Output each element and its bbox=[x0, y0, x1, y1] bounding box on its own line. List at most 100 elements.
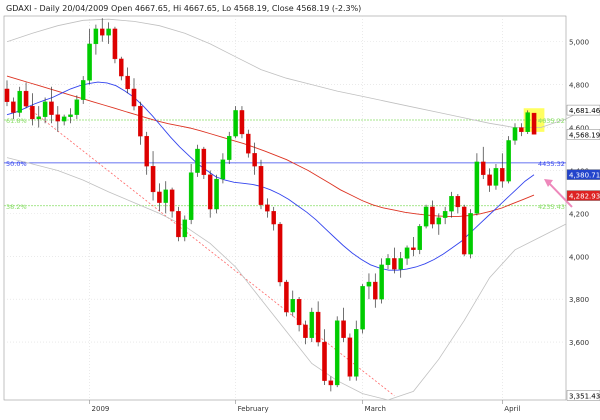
price-tag-label: 4,568.19 bbox=[569, 131, 600, 139]
candle-body bbox=[207, 174, 213, 210]
candle-body bbox=[265, 204, 270, 212]
candle-body bbox=[36, 116, 42, 120]
candle-body bbox=[398, 258, 403, 270]
candle-body bbox=[100, 28, 105, 36]
candle-body bbox=[525, 112, 530, 132]
candle-body bbox=[442, 211, 448, 218]
candle-body bbox=[296, 299, 302, 326]
candle-body bbox=[239, 110, 245, 135]
candle-body bbox=[17, 90, 22, 113]
candle-body bbox=[119, 58, 124, 77]
y-tick-label: 3,600 bbox=[569, 339, 589, 347]
fib-level-label: 38.2% bbox=[6, 203, 27, 211]
candle-body bbox=[138, 105, 143, 137]
candle-body bbox=[246, 133, 251, 154]
candle-body bbox=[366, 281, 372, 287]
candle-body bbox=[474, 161, 480, 214]
candle-body bbox=[328, 380, 334, 386]
candle-body bbox=[252, 153, 257, 167]
candle-body bbox=[334, 320, 340, 386]
candle-body bbox=[157, 191, 162, 203]
y-tick-label: 4,600 bbox=[569, 125, 589, 133]
candle-body bbox=[188, 172, 194, 220]
candle-body bbox=[87, 43, 92, 81]
candle-body bbox=[506, 140, 511, 182]
envelope-lower-line bbox=[6, 157, 566, 401]
candle-body bbox=[30, 105, 35, 120]
fib-level-label: 50.0% bbox=[6, 160, 27, 168]
price-tag bbox=[566, 169, 600, 180]
candle-body bbox=[258, 166, 264, 205]
candle-body bbox=[106, 28, 111, 36]
candle-body bbox=[468, 213, 473, 255]
candle-body bbox=[169, 189, 175, 212]
candle-body bbox=[220, 159, 226, 180]
candle-body bbox=[360, 286, 365, 330]
candle-body bbox=[131, 88, 137, 107]
price-tag-label: 4,380.71 bbox=[569, 172, 600, 180]
candle-body bbox=[150, 166, 156, 193]
plot-frame bbox=[3, 15, 567, 401]
candle-body bbox=[309, 311, 315, 338]
price-tag-label: 3,351.43 bbox=[569, 392, 600, 400]
y-tick-label: 4,800 bbox=[569, 82, 589, 90]
candle-body bbox=[436, 217, 442, 225]
annotation-arrow bbox=[547, 181, 573, 208]
candle-body bbox=[322, 341, 327, 381]
fib-value-label: 4435.32 bbox=[538, 160, 565, 168]
candle-body bbox=[201, 148, 207, 175]
candle-body bbox=[512, 127, 518, 141]
candle-body bbox=[233, 110, 238, 137]
candle-body bbox=[125, 75, 130, 90]
candle-body bbox=[461, 206, 467, 255]
candle-body bbox=[353, 329, 359, 377]
candle-body bbox=[404, 247, 410, 259]
fib-value-label: 4635.22 bbox=[538, 117, 565, 125]
candle-body bbox=[449, 196, 454, 212]
candle-body bbox=[480, 161, 486, 175]
candle-body bbox=[373, 281, 378, 300]
candle-body bbox=[284, 281, 289, 313]
candle-body bbox=[42, 101, 48, 117]
y-tick-label: 4,200 bbox=[569, 210, 589, 218]
x-tick-label: February bbox=[238, 405, 269, 413]
candle-body bbox=[417, 226, 422, 250]
y-tick-label: 3,800 bbox=[569, 296, 589, 304]
candle-body bbox=[347, 337, 353, 377]
candle-body bbox=[315, 311, 321, 343]
candle-body bbox=[195, 148, 200, 173]
fib-level-label: 61.8% bbox=[6, 117, 27, 125]
candle-body bbox=[303, 324, 308, 338]
envelope-upper-line bbox=[6, 18, 592, 128]
candle-body bbox=[80, 80, 86, 100]
candle-body bbox=[455, 196, 461, 208]
x-tick-label: March bbox=[365, 405, 386, 413]
candle-body bbox=[163, 189, 168, 203]
price-tag bbox=[566, 390, 600, 401]
candle-body bbox=[93, 28, 99, 45]
x-tick-label: April bbox=[504, 405, 520, 413]
candle-body bbox=[112, 28, 118, 60]
candle-body bbox=[61, 116, 67, 122]
candle-body bbox=[519, 127, 524, 132]
candle-body bbox=[500, 168, 505, 182]
candle-body bbox=[74, 99, 80, 115]
fib-value-label: 4235.43 bbox=[538, 203, 565, 211]
y-tick-label: 4,000 bbox=[569, 253, 589, 261]
candle-body bbox=[385, 258, 391, 265]
candle-body bbox=[277, 223, 283, 283]
ma-fast-line bbox=[6, 81, 535, 271]
candle-body bbox=[271, 211, 276, 225]
y-tick-label: 5,000 bbox=[569, 39, 589, 47]
candle-body bbox=[379, 264, 384, 300]
candle-body bbox=[430, 206, 435, 225]
ma-slow-line bbox=[6, 75, 535, 217]
candle-body bbox=[23, 90, 29, 107]
candle-body bbox=[226, 135, 232, 160]
chart-header: GDAXI - Daily 20/04/2009 Open 4667.65, H… bbox=[6, 4, 361, 13]
x-tick-label: 2009 bbox=[92, 405, 110, 413]
candle-body bbox=[487, 174, 492, 186]
annotation-arrow-head bbox=[544, 179, 553, 188]
